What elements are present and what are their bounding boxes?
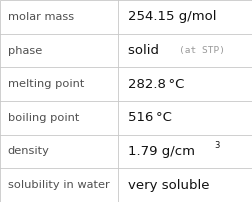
Text: density: density <box>8 146 49 157</box>
Text: very soluble: very soluble <box>128 179 209 192</box>
Text: (at STP): (at STP) <box>179 46 225 55</box>
Text: melting point: melting point <box>8 79 84 89</box>
Text: phase: phase <box>8 45 42 56</box>
Text: 282.8 °C: 282.8 °C <box>128 78 184 91</box>
Text: 3: 3 <box>214 141 220 150</box>
Text: 516 °C: 516 °C <box>128 111 172 124</box>
Text: solid: solid <box>128 44 168 57</box>
Text: molar mass: molar mass <box>8 12 74 22</box>
Text: boiling point: boiling point <box>8 113 79 123</box>
Text: 1.79 g/cm: 1.79 g/cm <box>128 145 195 158</box>
Text: solubility in water: solubility in water <box>8 180 109 190</box>
Text: 254.15 g/mol: 254.15 g/mol <box>128 10 216 23</box>
